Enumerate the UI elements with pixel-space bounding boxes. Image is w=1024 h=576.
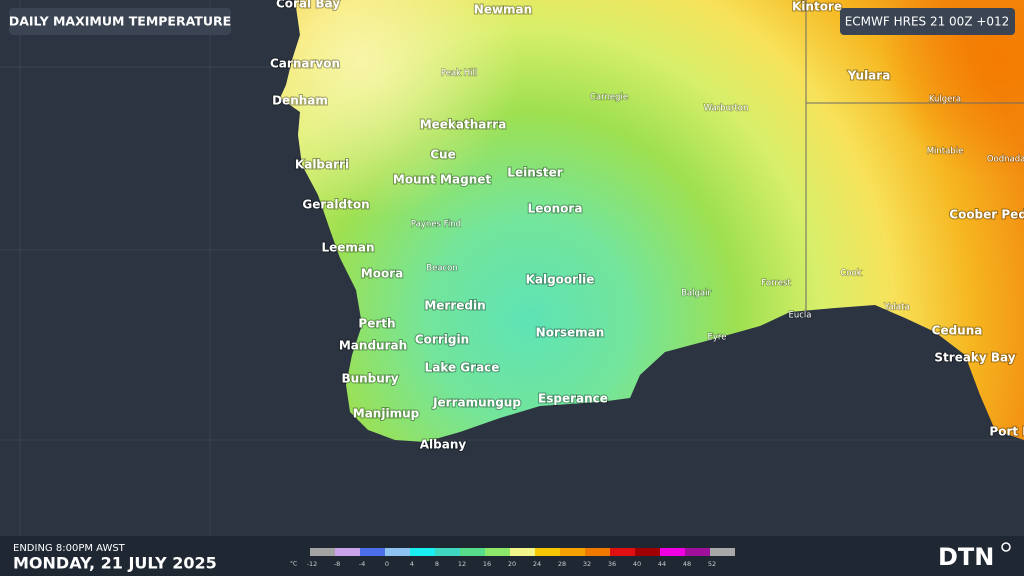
city-label: Merredin	[424, 299, 485, 313]
legend-label: 36	[608, 560, 616, 568]
city-label: Corrigin	[415, 333, 469, 347]
city-label: Albany	[420, 438, 467, 452]
date-label: MONDAY, 21 JULY 2025	[13, 554, 217, 573]
city-label: Denham	[272, 94, 328, 108]
city-label: Coober Pedy	[949, 208, 1024, 222]
city-label: Carnarvon	[270, 57, 340, 71]
map-title: DAILY MAXIMUM TEMPERATURE	[9, 14, 231, 29]
city-label: Yulara	[847, 69, 891, 83]
town-label: Kulgera	[929, 95, 961, 105]
legend-label: 52	[708, 560, 716, 568]
city-label: Norseman	[536, 326, 605, 340]
town-label: Cook	[840, 269, 861, 279]
title-badge	[9, 8, 231, 35]
model-badge	[840, 8, 1015, 35]
legend-swatch	[310, 548, 335, 556]
legend-swatch	[335, 548, 360, 556]
legend-label: 4	[410, 560, 414, 568]
city-label: Manjimup	[353, 407, 420, 421]
legend-label: 16	[483, 560, 491, 568]
legend-swatch	[385, 548, 410, 556]
legend-swatch	[410, 548, 435, 556]
city-label: Leonora	[528, 202, 583, 216]
city-label: Port Lincoln	[989, 425, 1024, 439]
legend-swatch	[510, 548, 535, 556]
legend-label: 0	[385, 560, 389, 568]
town-label: Warburton	[704, 104, 749, 114]
city-label: Cue	[430, 148, 456, 162]
legend-label: -8	[334, 560, 340, 568]
legend-label: 48	[683, 560, 691, 568]
legend-swatch	[435, 548, 460, 556]
legend-swatch	[485, 548, 510, 556]
legend-label: -4	[359, 560, 365, 568]
town-label: Peak Hill	[441, 69, 477, 79]
legend-label: 32	[583, 560, 591, 568]
logo-dot	[1001, 542, 1011, 552]
period-label: ENDING 8:00PM AWST	[13, 543, 126, 554]
city-label: Perth	[358, 317, 395, 331]
town-label: Beacon	[426, 264, 458, 274]
city-label: Newman	[474, 3, 532, 17]
legend-label: -12	[307, 560, 318, 568]
legend-label: 12	[458, 560, 466, 568]
city-label: Leeman	[321, 241, 374, 255]
legend-label: 28	[558, 560, 566, 568]
city-label: Ceduna	[932, 324, 983, 338]
town-label: Paynes Find	[411, 220, 461, 230]
city-label: Kalbarri	[295, 158, 349, 172]
logo: DTN	[938, 543, 994, 571]
legend-label: 8	[435, 560, 439, 568]
city-label: Leinster	[507, 166, 562, 180]
town-label: Carnegie	[590, 93, 628, 103]
town-label: Forrest	[761, 279, 791, 289]
legend-swatch	[535, 548, 560, 556]
city-label: Geraldton	[302, 198, 369, 212]
city-label: Moora	[361, 267, 403, 281]
city-label: Kalgoorlie	[526, 273, 595, 287]
city-label: Kintore	[792, 0, 842, 14]
town-label: Balgair	[681, 289, 711, 299]
city-label: Coral Bay	[276, 0, 340, 11]
model-label: ECMWF HRES 21 00Z +012	[845, 15, 1010, 29]
town-label: Eyre	[708, 333, 727, 343]
legend-label: 24	[533, 560, 541, 568]
legend-unit: °C	[290, 561, 297, 568]
city-label: Esperance	[538, 392, 608, 406]
legend-swatch	[635, 548, 660, 556]
town-label: Yalata	[883, 303, 909, 313]
legend-swatch	[610, 548, 635, 556]
legend-swatch	[660, 548, 685, 556]
city-label: Jerramungup	[432, 396, 521, 410]
town-label: Oodnadatta	[987, 155, 1024, 165]
town-label: Mintabie	[927, 147, 964, 157]
legend-label: 40	[633, 560, 641, 568]
city-label: Meekatharra	[420, 118, 507, 132]
city-label: Bunbury	[341, 372, 398, 386]
legend-swatch	[560, 548, 585, 556]
place-labels: Coral Bay Newman Kintore Carnarvon Yular…	[269, 0, 1024, 453]
city-label: Streaky Bay	[934, 351, 1015, 365]
legend-swatch	[710, 548, 735, 556]
legend-swatch	[685, 548, 710, 556]
city-label: Mount Magnet	[393, 173, 491, 187]
legend-swatch	[360, 548, 385, 556]
city-label: Mandurah	[339, 339, 407, 353]
legend-label: 44	[658, 560, 666, 568]
legend: -12 -8 -4 0 4 8 12 16 20 24 28 32 36 40 44 48 52	[307, 548, 735, 568]
city-label: Lake Grace	[425, 361, 500, 375]
town-label: Eucla	[788, 311, 811, 321]
legend-label: 20	[508, 560, 516, 568]
legend-swatch	[585, 548, 610, 556]
legend-swatch	[460, 548, 485, 556]
